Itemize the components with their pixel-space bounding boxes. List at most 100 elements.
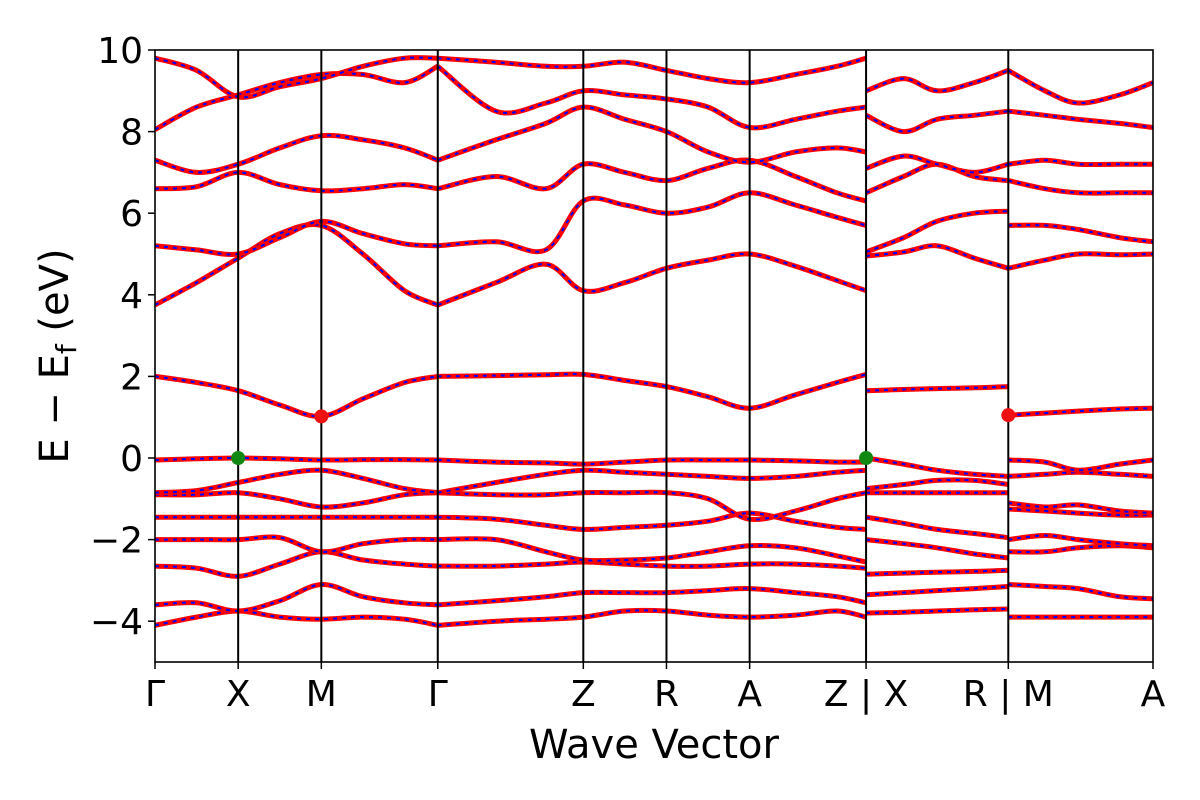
band-line-dashed-seg2-10 bbox=[865, 210, 1009, 253]
kpoint-lines bbox=[237, 50, 1010, 662]
band-line-dashed-seg1-14 bbox=[437, 57, 867, 84]
band-line-seg2-9 bbox=[865, 243, 1010, 271]
band-line-dashed-seg0-3 bbox=[155, 535, 438, 553]
band-line-seg3-7 bbox=[1008, 457, 1153, 473]
y-axis-label-subscript: f bbox=[50, 343, 83, 354]
band-line-seg1-8 bbox=[437, 371, 867, 411]
y-axis-label: E − Ef (eV) bbox=[32, 248, 83, 463]
band-line-dashed-seg2-7 bbox=[865, 457, 1009, 478]
x-tick-label: Γ bbox=[428, 674, 448, 715]
x-tick-label: Z bbox=[571, 674, 596, 715]
bands-layer bbox=[155, 55, 1153, 628]
band-line-dashed-seg2-3 bbox=[865, 538, 1009, 559]
band-line-seg3-13 bbox=[1008, 108, 1153, 130]
y-tick-label: 4 bbox=[120, 276, 143, 317]
band-line-dashed-seg2-14 bbox=[865, 69, 1009, 92]
y-tick-label: 6 bbox=[120, 194, 143, 235]
band-line-dashed-seg2-8 bbox=[866, 385, 1009, 392]
y-tick-label: 2 bbox=[120, 357, 143, 398]
band-line-dashed-seg1-12 bbox=[437, 106, 867, 164]
band-line-dashed-seg1-0 bbox=[437, 609, 867, 627]
x-tick-label: R bbox=[654, 674, 679, 715]
band-line-seg2-14 bbox=[865, 68, 1010, 94]
band-line-seg0-9 bbox=[155, 221, 439, 308]
y-axis-ticks: −4 −2 0 2 4 6 8 10 bbox=[90, 31, 155, 643]
plot-frame bbox=[154, 49, 1154, 663]
band-line-dashed-seg2-0 bbox=[866, 608, 1009, 614]
band-line-seg0-13 bbox=[155, 64, 440, 132]
band-line-seg0-1 bbox=[155, 581, 438, 614]
band-line-dashed-seg1-13 bbox=[437, 65, 867, 129]
band-line-seg3-11 bbox=[1007, 178, 1153, 196]
band-line-dashed-seg0-9 bbox=[155, 223, 439, 306]
band-line-dashed-seg2-11 bbox=[865, 163, 1009, 194]
band-line-dashed-seg0-7 bbox=[155, 456, 438, 462]
cbm-marker bbox=[1001, 408, 1016, 423]
vbm-marker bbox=[859, 451, 874, 465]
band-line-dashed-seg2-13 bbox=[865, 110, 1009, 133]
band-line-dashed-seg2-4 bbox=[865, 516, 1009, 539]
band-line-seg3-10 bbox=[1008, 222, 1153, 245]
band-line-seg3-14 bbox=[1007, 68, 1153, 106]
band-line-seg0-12 bbox=[155, 132, 439, 175]
x-tick-label: A bbox=[737, 674, 762, 715]
x-tick-label: Z | X bbox=[824, 674, 908, 715]
x-tick-label: M bbox=[306, 674, 337, 715]
y-tick-label: 0 bbox=[120, 439, 143, 480]
x-tick-label: Γ bbox=[145, 674, 165, 715]
band-line-seg0-0 bbox=[155, 608, 439, 628]
band-line-dashed-seg2-2 bbox=[866, 569, 1009, 576]
band-line-dashed-seg0-2 bbox=[155, 550, 438, 578]
band-line-dashed-seg0-6 bbox=[155, 469, 438, 494]
band-line-seg1-0 bbox=[437, 607, 867, 628]
band-line-seg1-12 bbox=[436, 104, 867, 165]
x-axis-label: Wave Vector bbox=[529, 722, 780, 768]
band-line-dashed-seg1-10 bbox=[437, 191, 867, 253]
band-line-seg3-1 bbox=[1008, 582, 1153, 602]
band-line-seg0-6 bbox=[155, 467, 439, 496]
y-tick-label: 8 bbox=[120, 113, 143, 154]
band-line-seg1-1 bbox=[437, 586, 867, 608]
band-line-dashed-seg1-11 bbox=[437, 159, 867, 202]
band-line-dashed-seg0-13 bbox=[155, 65, 439, 131]
band-line-dashed-seg0-14 bbox=[155, 56, 438, 99]
x-tick-label: X bbox=[226, 674, 251, 715]
band-line-dashed-seg0-1 bbox=[155, 583, 438, 613]
band-line-seg1-4 bbox=[437, 510, 867, 532]
band-line-seg1-9 bbox=[436, 251, 867, 308]
band-line-dashed-seg2-1 bbox=[866, 585, 1009, 596]
y-axis-label-unit: (eV) bbox=[32, 248, 78, 344]
band-line-dashed-seg1-9 bbox=[437, 252, 867, 306]
band-line-dashed-seg3-14 bbox=[1007, 69, 1153, 105]
band-line-seg0-5 bbox=[155, 490, 438, 510]
band-line-dashed-seg0-0 bbox=[155, 609, 438, 627]
band-line-seg3-3 bbox=[1007, 532, 1153, 549]
band-line-dashed-seg2-9 bbox=[866, 244, 1009, 270]
cbm-marker bbox=[314, 409, 329, 424]
y-tick-label: 10 bbox=[97, 31, 143, 72]
x-tick-label: A bbox=[1141, 674, 1166, 715]
band-line-dashed-seg0-5 bbox=[155, 491, 438, 509]
band-line-seg0-7 bbox=[155, 455, 438, 463]
band-line-seg3-12 bbox=[1008, 157, 1153, 168]
band-line-dashed-seg1-6 bbox=[437, 469, 867, 494]
band-line-dashed-seg1-1 bbox=[437, 587, 867, 606]
band-line-dashed-seg2-12 bbox=[865, 155, 1009, 174]
band-line-seg3-4 bbox=[1008, 506, 1153, 518]
band-line-seg1-11 bbox=[437, 157, 867, 204]
band-line-seg3-8 bbox=[1008, 405, 1153, 418]
band-edge-markers bbox=[231, 408, 1016, 465]
x-tick-label: R | M bbox=[963, 674, 1054, 715]
band-line-dashed-seg0-10 bbox=[155, 220, 438, 256]
y-tick-label: −2 bbox=[90, 521, 143, 562]
band-line-seg3-9 bbox=[1007, 251, 1153, 271]
vbm-marker bbox=[231, 451, 246, 465]
band-line-dashed-seg2-6 bbox=[865, 478, 1009, 490]
x-axis-ticks: Γ X M Γ Z R A Z | X R | M A bbox=[145, 662, 1166, 715]
y-tick-label: −4 bbox=[90, 602, 143, 643]
band-line-dashed-seg0-8 bbox=[155, 375, 438, 418]
band-line-seg1-5 bbox=[437, 489, 867, 523]
band-line-dashed-seg0-12 bbox=[155, 134, 439, 174]
band-line-seg3-5 bbox=[1008, 500, 1153, 516]
